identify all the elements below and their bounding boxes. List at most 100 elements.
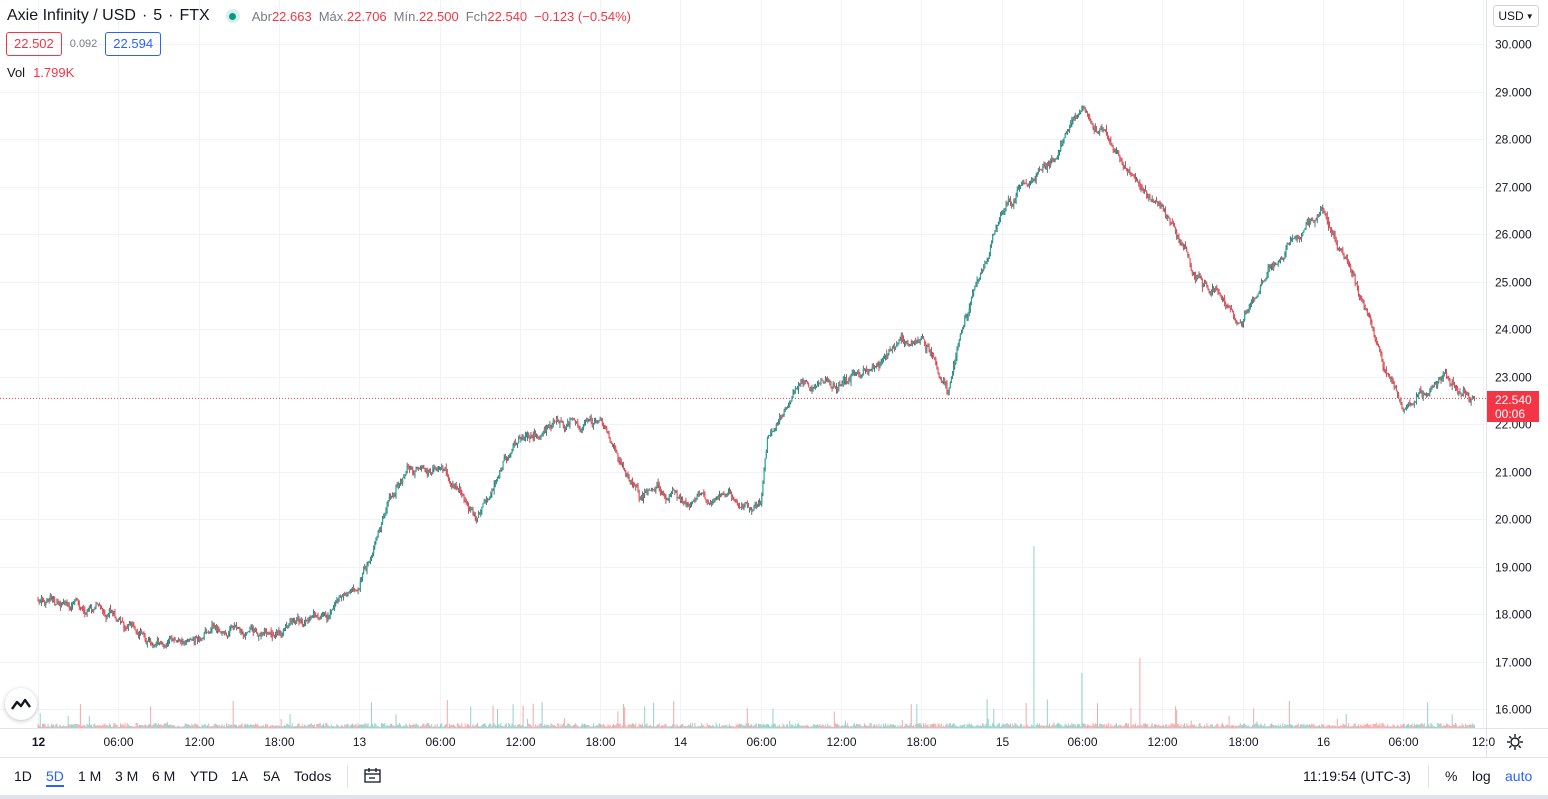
volume-bar	[908, 725, 910, 728]
time-tick-label: 12:0	[1472, 735, 1496, 749]
currency-select[interactable]: USD ▼	[1493, 5, 1539, 27]
timeframe-ytd[interactable]: YTD	[190, 768, 218, 784]
candle-body	[531, 435, 533, 437]
candle-body	[309, 616, 311, 621]
volume-bar	[958, 726, 960, 728]
timeframe-5a[interactable]: 5A	[263, 768, 281, 784]
volume-bar	[590, 726, 592, 728]
candle-body	[668, 495, 670, 501]
candle-body	[1183, 246, 1186, 248]
candle-body	[1180, 242, 1182, 244]
sell-button[interactable]: 22.502	[6, 32, 62, 56]
time-axis[interactable]: 12 06:00 12:00 18:00 13 06:00 12:00 18:00 14 06:0…	[32, 735, 1496, 749]
volume-bar	[1469, 723, 1471, 728]
volume-bar	[708, 724, 710, 728]
candle-body	[429, 471, 432, 475]
candle-body	[861, 374, 863, 377]
candle-body	[757, 502, 760, 505]
candle-body	[407, 465, 409, 469]
candle-body	[1011, 203, 1013, 206]
volume-bar	[122, 724, 124, 728]
candle-body	[1343, 252, 1345, 259]
exchange-label[interactable]: FTX	[179, 7, 210, 24]
candle-body	[1069, 127, 1071, 131]
candle-body	[629, 480, 631, 483]
volume-bar	[616, 723, 618, 728]
volume-bar	[441, 723, 443, 728]
volume-bar	[210, 726, 212, 728]
volume-value: 1.799K	[33, 65, 75, 80]
chart-canvas[interactable]: 30.00029.00028.00027.00026.00025.00024.0…	[0, 0, 1548, 757]
volume-bar	[153, 723, 155, 728]
volume-bar	[1347, 723, 1349, 728]
percent-toggle[interactable]: %	[1445, 768, 1458, 784]
buy-button[interactable]: 22.594	[105, 32, 162, 56]
candle-body	[1025, 183, 1027, 184]
symbol-legend[interactable]: Axie Infinity / USD · 5 · FTX Abr22.663 …	[7, 6, 631, 26]
clock-timezone[interactable]: 11:19:54 (UTC-3)	[1303, 768, 1411, 784]
volume-legend[interactable]: Vol 1.799K	[7, 65, 74, 80]
volume-bar	[972, 725, 974, 728]
volume-bar	[457, 723, 459, 728]
candle-body	[1356, 282, 1358, 288]
candle-body	[69, 608, 71, 609]
timeframe-3m[interactable]: 3 M	[115, 768, 139, 784]
candle-body	[229, 627, 231, 633]
volume-bar	[778, 726, 780, 728]
candle-body	[950, 376, 953, 383]
volume-bar	[1191, 724, 1193, 728]
candle-body	[1323, 208, 1325, 212]
candle-body	[1205, 282, 1207, 284]
candle-body	[945, 382, 947, 385]
candle-body	[868, 369, 870, 373]
candle-body	[40, 597, 42, 602]
candle-body	[717, 496, 719, 499]
volume-bar	[900, 725, 902, 728]
candle-body	[376, 536, 378, 540]
candle-body	[1279, 259, 1282, 262]
volume-bar	[1231, 725, 1233, 728]
volume-bar	[334, 726, 336, 728]
volume-bar	[1305, 724, 1307, 728]
volume-bar	[121, 725, 123, 728]
candle-body	[1218, 290, 1220, 294]
symbol-name[interactable]: Axie Infinity / USD	[7, 7, 136, 24]
timeframe-1d[interactable]: 1D	[14, 768, 32, 784]
volume-bar	[273, 726, 275, 728]
price-axis[interactable]: 30.00029.00028.00027.00026.00025.00024.0…	[1495, 38, 1532, 717]
candle-body	[934, 357, 936, 359]
timeframe-1m[interactable]: 1 M	[78, 768, 102, 784]
candle-body	[151, 643, 153, 646]
candle-body	[179, 640, 181, 642]
candle-body	[336, 599, 338, 602]
timeframe-1a[interactable]: 1A	[231, 768, 249, 784]
timeframe-6m[interactable]: 6 M	[152, 768, 176, 784]
candle-body	[931, 352, 934, 355]
tradingview-logo-icon[interactable]	[5, 688, 37, 720]
candle-body	[266, 632, 268, 633]
candle-body	[903, 341, 906, 344]
timeframe-all[interactable]: Todos	[294, 768, 332, 784]
volume-bar	[1226, 724, 1228, 728]
candle-body	[301, 620, 303, 625]
settings-gear-icon[interactable]	[1506, 733, 1524, 751]
volume-bar	[1148, 726, 1150, 728]
go-to-date-icon[interactable]	[363, 767, 383, 785]
log-toggle[interactable]: log	[1472, 768, 1491, 784]
volume-bar	[650, 726, 652, 728]
volume-bar	[213, 724, 215, 728]
interval-label[interactable]: 5	[153, 7, 163, 24]
auto-toggle[interactable]: auto	[1505, 768, 1533, 784]
candle-body	[1267, 267, 1269, 274]
candle-body	[939, 376, 941, 378]
timeframe-5d[interactable]: 5D	[46, 768, 64, 787]
candle-body	[377, 532, 379, 537]
volume-bar	[673, 700, 675, 728]
volume-bar	[1111, 725, 1113, 728]
candle-body	[446, 470, 448, 476]
candle-body	[1468, 395, 1470, 401]
volume-bar	[156, 725, 158, 728]
volume-bar	[39, 713, 41, 728]
candle-body	[443, 470, 445, 472]
volume-bar	[79, 703, 81, 728]
